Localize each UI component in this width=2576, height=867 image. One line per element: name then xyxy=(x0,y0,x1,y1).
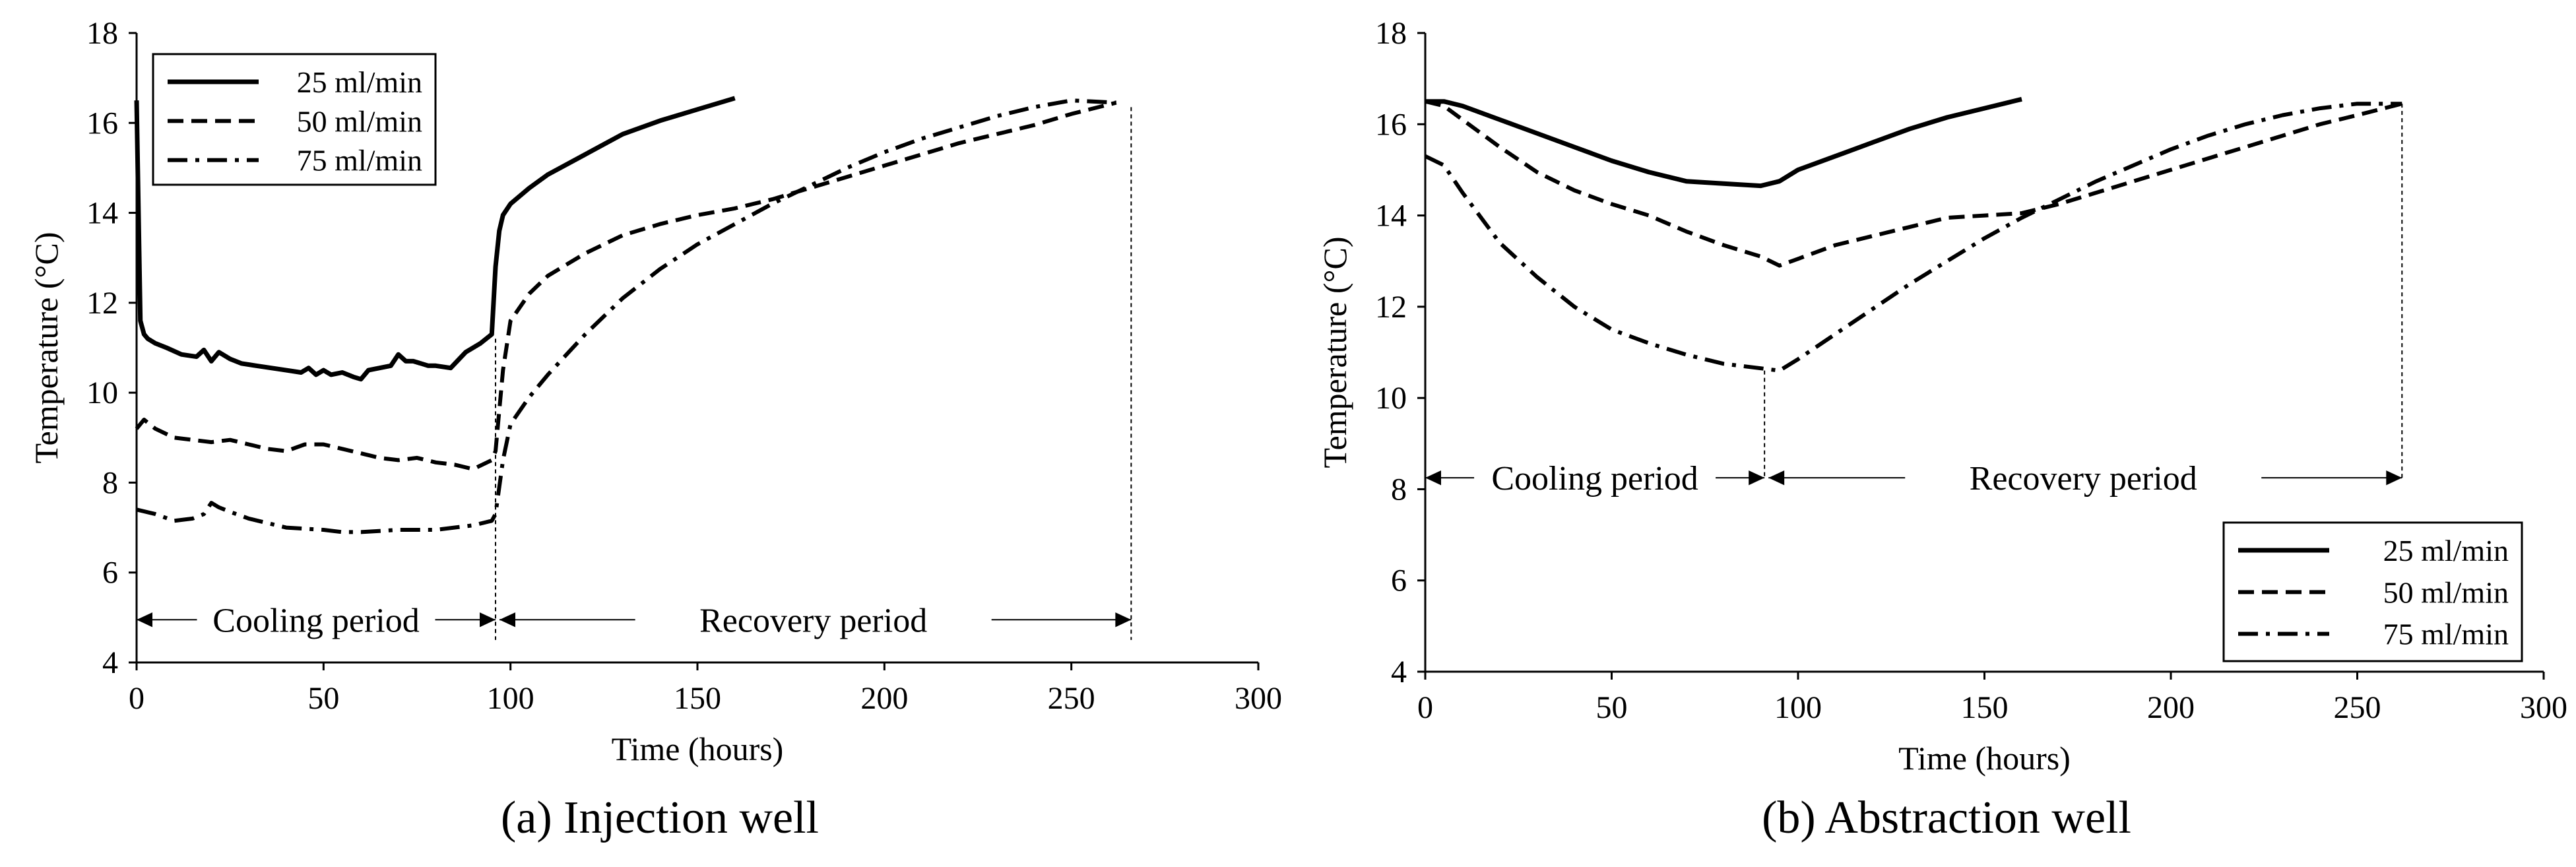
y-axis-label: Temperature (°C) xyxy=(1316,236,1353,468)
series-line-25-ml-min xyxy=(134,96,736,382)
x-axis-label: Time (hours) xyxy=(612,730,784,767)
y-tick-label: 4 xyxy=(1391,655,1407,690)
x-tick-label: 200 xyxy=(2147,690,2195,725)
recovery-arrow-left-head xyxy=(499,612,515,627)
x-tick-label: 250 xyxy=(2334,690,2381,725)
caption-injection-well: (a) Injection well xyxy=(501,792,819,843)
x-tick-label: 150 xyxy=(1961,690,2009,725)
y-tick-label: 4 xyxy=(102,645,118,680)
x-tick-label: 150 xyxy=(674,681,721,716)
legend-label: 25 ml/min xyxy=(297,65,422,99)
y-tick-label: 14 xyxy=(1375,199,1407,234)
x-axis-label: Time (hours) xyxy=(1898,740,2071,777)
y-tick-label: 14 xyxy=(86,196,118,231)
cooling-arrow-right-head xyxy=(480,612,496,627)
recovery-period-label: Recovery period xyxy=(699,602,927,639)
x-tick-label: 100 xyxy=(1774,690,1822,725)
x-tick-label: 50 xyxy=(1596,690,1628,725)
x-tick-label: 250 xyxy=(1048,681,1095,716)
y-tick-label: 8 xyxy=(102,465,118,500)
recovery-period-label: Recovery period xyxy=(1970,460,2197,498)
caption-abstraction-well: (b) Abstraction well xyxy=(1762,792,2131,843)
y-tick-label: 18 xyxy=(1375,16,1407,51)
legend-label: 50 ml/min xyxy=(297,104,422,138)
legend-label: 75 ml/min xyxy=(2383,618,2509,651)
y-tick-label: 18 xyxy=(86,16,118,51)
x-tick-label: 300 xyxy=(1235,681,1282,716)
x-tick-label: 300 xyxy=(2520,690,2567,725)
y-tick-label: 16 xyxy=(86,106,118,141)
legend-label: 50 ml/min xyxy=(2383,575,2509,609)
panel-injection-well: (a) Injection well 0 50 100 150 200 250 300 4 6 8… xyxy=(28,16,1282,843)
x-tick-label: 100 xyxy=(487,681,534,716)
x-tick-label: 0 xyxy=(1417,690,1433,725)
y-tick-label: 12 xyxy=(86,286,118,321)
cooling-arrow-left-head xyxy=(1425,470,1441,486)
y-tick-label: 8 xyxy=(1391,472,1407,507)
x-tick-label: 200 xyxy=(860,681,908,716)
x-tick-label: 50 xyxy=(307,681,339,716)
recovery-arrow-left-head xyxy=(1768,470,1785,486)
cooling-arrow-left-head xyxy=(137,612,152,627)
y-tick-label: 6 xyxy=(1391,563,1407,598)
y-tick-label: 16 xyxy=(1375,107,1407,142)
series-line-25-ml-min xyxy=(1425,96,2022,189)
series-line-75-ml-min xyxy=(1424,102,2402,373)
cooling-arrow-right-head xyxy=(1749,470,1765,486)
cooling-period-label: Cooling period xyxy=(212,602,419,639)
x-tick-label: 0 xyxy=(129,681,145,716)
panel-abstraction-well: (b) Abstraction well 0 50 100 150 200 250 300 4… xyxy=(1316,16,2567,843)
y-tick-label: 6 xyxy=(102,556,118,591)
y-tick-label: 12 xyxy=(1375,290,1407,325)
y-axis-label: Temperature (°C) xyxy=(28,232,65,463)
legend-label: 25 ml/min xyxy=(2383,534,2509,567)
cooling-period-label: Cooling period xyxy=(1491,460,1698,498)
y-tick-label: 10 xyxy=(86,375,118,410)
recovery-arrow-right-head xyxy=(1115,612,1132,627)
series-line-75-ml-min xyxy=(136,98,1116,534)
legend-label: 75 ml/min xyxy=(297,144,422,177)
y-tick-label: 10 xyxy=(1375,381,1407,416)
recovery-arrow-right-head xyxy=(2386,470,2402,486)
